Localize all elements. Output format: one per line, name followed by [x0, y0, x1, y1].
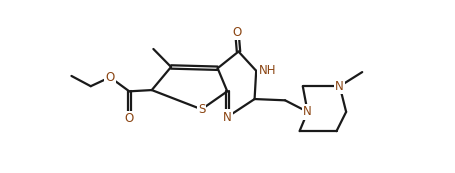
Text: N: N — [303, 105, 311, 118]
Text: N: N — [334, 80, 344, 93]
Text: O: O — [124, 112, 134, 125]
Text: S: S — [197, 103, 205, 116]
Text: NH: NH — [258, 64, 275, 77]
Text: O: O — [105, 71, 114, 84]
Text: O: O — [232, 26, 241, 39]
Text: N: N — [222, 111, 231, 124]
